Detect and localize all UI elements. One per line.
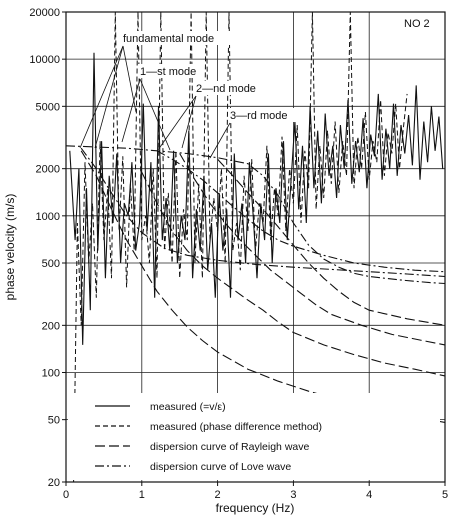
series-solid bbox=[69, 52, 444, 345]
panel-label-box: NO 2 bbox=[398, 14, 444, 32]
y-axis-label: phase velocity (m/s) bbox=[3, 194, 17, 301]
series-dash-dot-mode-2 bbox=[66, 145, 445, 285]
annotation-bg bbox=[228, 108, 298, 122]
annotation-bg bbox=[120, 31, 232, 45]
annotation-fundamental-mode: fundamental mode bbox=[123, 33, 214, 45]
y-tick-label: 2000 bbox=[36, 164, 60, 176]
legend-label-rayleigh: dispersion curve of Rayleigh wave bbox=[150, 441, 309, 453]
leader-line bbox=[121, 78, 141, 143]
series-long-dash-mode-3 bbox=[217, 158, 445, 326]
leader-line bbox=[181, 95, 197, 149]
y-tick-label: 5000 bbox=[36, 101, 60, 113]
annotation-1st-mode: 1—st mode bbox=[140, 66, 196, 78]
y-tick-label: 500 bbox=[42, 258, 60, 270]
x-tick-label: 2 bbox=[215, 489, 221, 501]
y-tick-label: 100 bbox=[42, 367, 60, 379]
mode-annotations: fundamental mode 1—st mode 2—nd mode 3—r… bbox=[79, 31, 298, 159]
legend-label-phase-difference: measured (phase difference method) bbox=[150, 421, 322, 433]
y-tick-label: 20000 bbox=[29, 7, 60, 19]
ticks: 0 1 2 3 4 5 20 50 100 200 500 1000 2000 5000 10000 2000… bbox=[29, 7, 448, 501]
series-dash-dot-mode-0 bbox=[80, 147, 445, 278]
plot-frame bbox=[65, 11, 446, 483]
x-tick-label: 3 bbox=[290, 489, 296, 501]
series-long-dash-mode-1 bbox=[141, 171, 445, 377]
leader-line bbox=[122, 45, 137, 113]
y-tick-label: 10000 bbox=[29, 54, 60, 66]
x-tick-label: 1 bbox=[139, 489, 145, 501]
x-tick-label: 0 bbox=[63, 489, 69, 501]
annotation-3rd-mode: 3—rd mode bbox=[230, 110, 287, 122]
series-dash-dot-mode-1 bbox=[156, 150, 445, 273]
x-axis-label: frequency (Hz) bbox=[216, 501, 295, 515]
legend: measured (=v/ε) measured (phase differen… bbox=[68, 393, 440, 480]
x-tick-label: 5 bbox=[442, 489, 448, 501]
panel-label: NO 2 bbox=[404, 18, 430, 30]
series-long-dash-mode-0 bbox=[80, 150, 445, 423]
y-tick-label: 200 bbox=[42, 320, 60, 332]
annotation-2nd-mode: 2—nd mode bbox=[196, 83, 256, 95]
leader-line bbox=[79, 45, 124, 149]
leader-line bbox=[209, 122, 231, 159]
annotation-bg bbox=[138, 64, 194, 78]
y-tick-label: 1000 bbox=[36, 211, 60, 223]
series-group bbox=[66, 12, 445, 482]
legend-label-measured: measured (=v/ε) bbox=[150, 401, 226, 413]
annotation-bg bbox=[194, 81, 260, 95]
y-tick-label: 50 bbox=[48, 415, 60, 427]
leader-line bbox=[139, 78, 171, 151]
leader-line bbox=[94, 45, 124, 149]
y-tick-label: 20 bbox=[48, 477, 60, 489]
leader-line bbox=[157, 95, 197, 151]
legend-label-love: dispersion curve of Love wave bbox=[150, 461, 291, 473]
x-tick-label: 4 bbox=[366, 489, 372, 501]
